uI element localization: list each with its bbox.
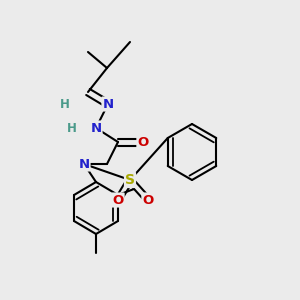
Text: H: H bbox=[60, 98, 70, 110]
Text: N: N bbox=[78, 158, 90, 170]
Text: S: S bbox=[125, 173, 135, 187]
Text: O: O bbox=[137, 136, 148, 148]
Text: O: O bbox=[112, 194, 124, 206]
Text: O: O bbox=[142, 194, 154, 206]
Text: N: N bbox=[102, 98, 114, 110]
Text: H: H bbox=[67, 122, 77, 134]
Text: N: N bbox=[90, 122, 102, 134]
